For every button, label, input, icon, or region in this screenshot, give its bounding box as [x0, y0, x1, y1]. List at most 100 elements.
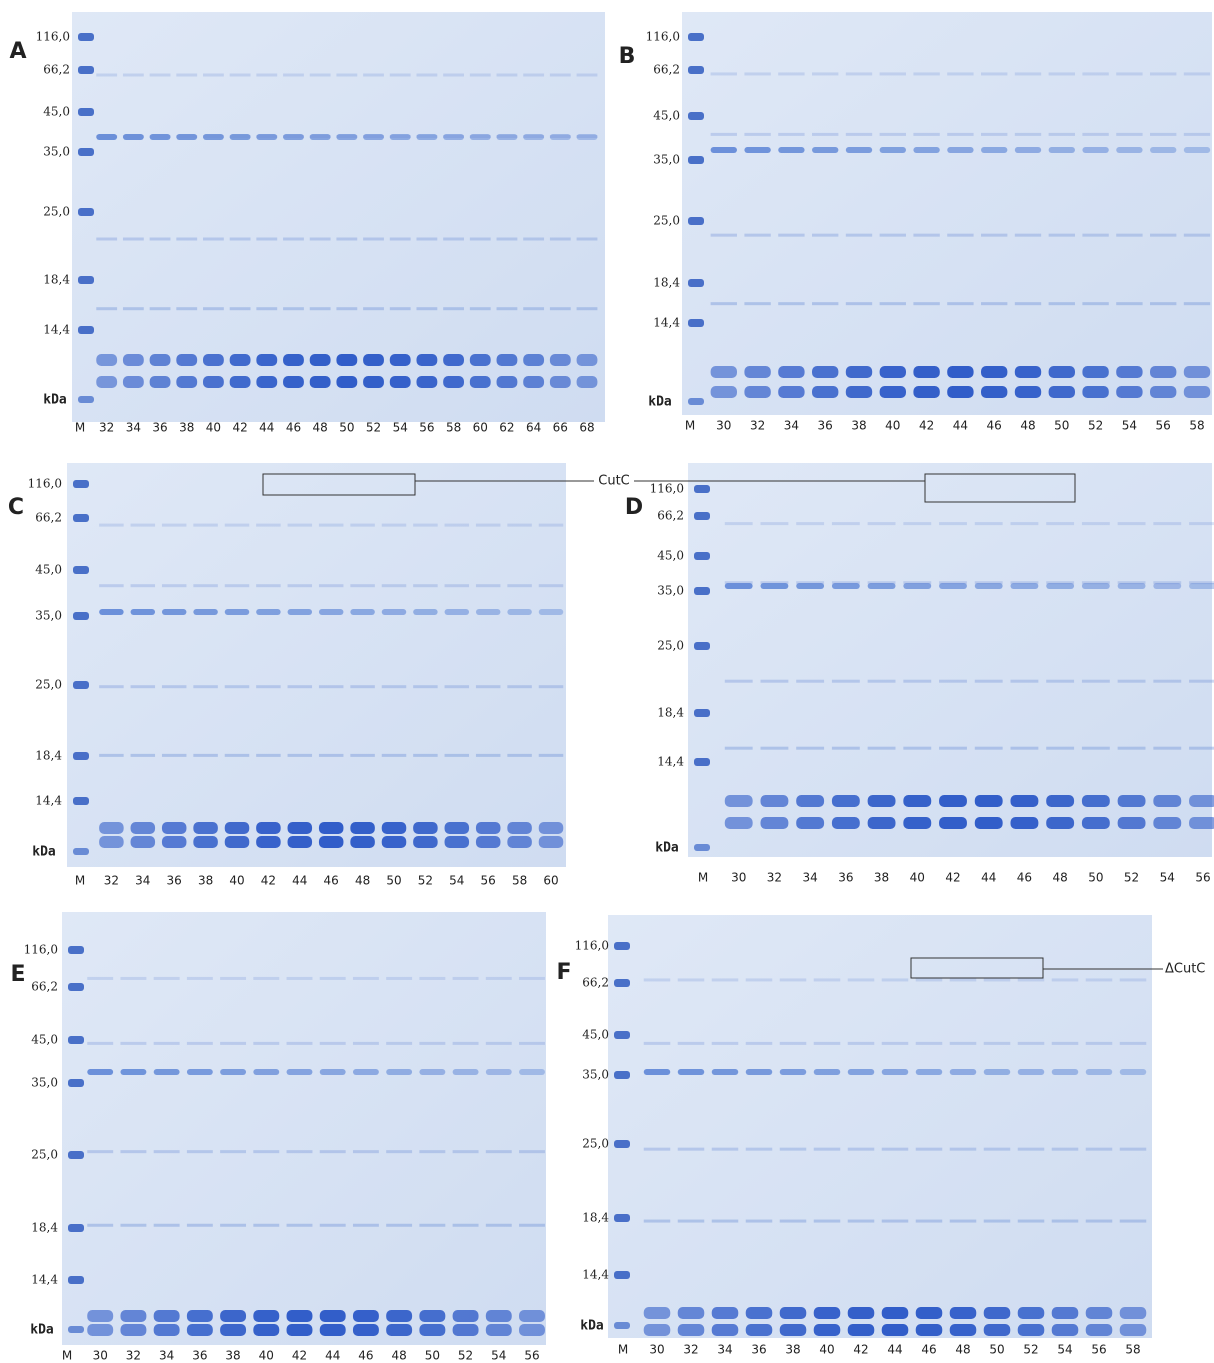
marker-band [688, 112, 704, 120]
faint-band [229, 237, 251, 241]
faint-band [176, 135, 198, 138]
sample-band [229, 376, 251, 388]
faint-band [419, 1150, 446, 1154]
faint-band [677, 1041, 705, 1045]
sample-band [444, 836, 470, 848]
sample-band [256, 134, 278, 140]
sample-band [452, 1069, 479, 1075]
faint-band [229, 73, 251, 77]
faint-band [176, 307, 198, 311]
faint-band [1046, 581, 1075, 585]
sample-band [336, 354, 358, 366]
sample-band [812, 366, 839, 378]
faint-band [386, 976, 413, 980]
sample-band [745, 1069, 773, 1075]
sample-band [286, 1310, 313, 1322]
sample-band [939, 795, 967, 807]
faint-band [220, 1150, 247, 1154]
sample-band [760, 583, 789, 589]
faint-band [352, 976, 379, 980]
faint-band [745, 1041, 773, 1045]
faint-band [1048, 233, 1075, 237]
sample-band [186, 1310, 213, 1322]
sample-band [256, 822, 281, 834]
faint-band [845, 302, 873, 306]
marker-band [78, 148, 94, 156]
sample-band [538, 836, 564, 848]
lane-label: 32 [99, 421, 114, 435]
faint-band [475, 753, 501, 757]
faint-band [283, 135, 304, 138]
faint-band [149, 135, 171, 138]
faint-band [287, 753, 313, 757]
faint-band [469, 237, 491, 241]
lane-label: 56 [1091, 1343, 1106, 1357]
faint-band [796, 679, 825, 683]
faint-band [475, 523, 501, 527]
sample-band [122, 354, 144, 366]
faint-band [760, 679, 789, 683]
faint-band [253, 1150, 280, 1154]
unit-label: kDa [30, 1323, 54, 1338]
faint-band [130, 685, 156, 689]
lane-label: 50 [1054, 419, 1069, 433]
faint-band [1082, 302, 1109, 306]
sample-band [363, 134, 384, 140]
lane-label: 34 [784, 419, 799, 433]
marker-label: 14,4 [35, 794, 62, 808]
sample-band [336, 376, 358, 388]
lane-label: 30 [716, 419, 731, 433]
sample-band [443, 354, 464, 366]
marker-label: 35,0 [582, 1068, 609, 1082]
sample-band [523, 134, 545, 140]
faint-band [1081, 746, 1110, 750]
marker-band [614, 1214, 630, 1222]
faint-band [724, 679, 753, 683]
sample-band [381, 609, 407, 615]
faint-band [847, 978, 875, 982]
faint-band [496, 73, 518, 77]
gel [67, 463, 566, 867]
faint-band [643, 1219, 671, 1223]
faint-band [96, 237, 118, 241]
lane-label: 66 [553, 421, 568, 435]
sample-band [710, 386, 737, 398]
lane-label: 46 [324, 874, 339, 888]
faint-band [389, 135, 411, 138]
faint-band [336, 237, 358, 241]
sample-band [549, 134, 571, 140]
faint-band [813, 1147, 841, 1151]
unit-label: kDa [32, 845, 56, 860]
sample-band [1010, 795, 1039, 807]
faint-band [867, 679, 896, 683]
sample-band [549, 376, 571, 388]
sample-band [724, 795, 753, 807]
faint-band [981, 72, 1008, 76]
sample-band [812, 147, 839, 153]
lane-label: 34 [126, 421, 141, 435]
marker-band [68, 1326, 84, 1333]
lane-label: 36 [751, 1343, 766, 1357]
faint-band [485, 976, 512, 980]
lane-label: M [62, 1349, 72, 1363]
lane-label: 52 [418, 874, 433, 888]
faint-band [186, 976, 213, 980]
faint-band [796, 522, 825, 526]
dcutc-annotation: ΔCutC [910, 957, 1205, 979]
faint-band [1119, 1219, 1147, 1223]
lane-label: M [698, 871, 708, 885]
sample-band [120, 1310, 147, 1322]
faint-band [1017, 978, 1045, 982]
sample-band [389, 376, 411, 388]
lane-label: 48 [1020, 419, 1035, 433]
faint-band [913, 302, 940, 306]
sample-band [913, 386, 940, 398]
marker-band [68, 1151, 84, 1159]
sample-band [1116, 147, 1143, 153]
marker-label: 45,0 [657, 549, 684, 563]
sample-band [845, 147, 873, 153]
faint-band [1183, 302, 1211, 306]
faint-band [643, 978, 671, 982]
sample-band [130, 836, 156, 848]
faint-band [444, 584, 470, 588]
